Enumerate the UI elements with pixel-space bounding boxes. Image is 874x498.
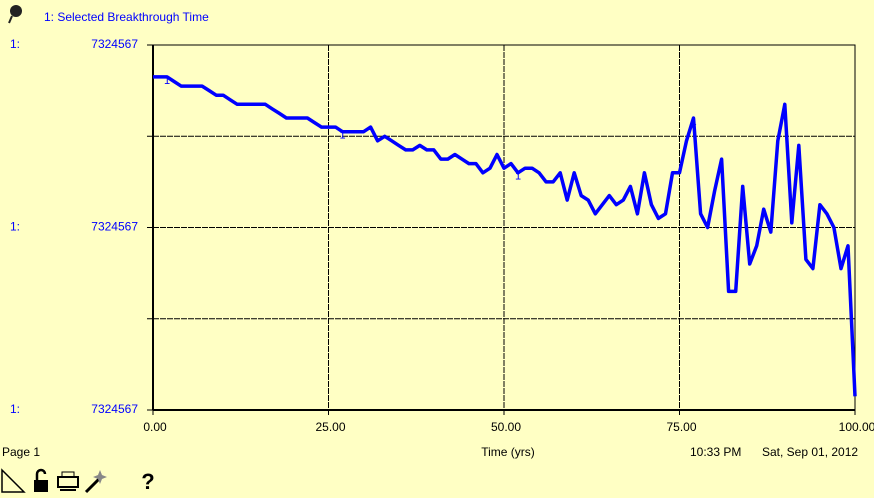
x-tick-label: 25.00 xyxy=(315,420,345,434)
time-stamp: 10:33 PM xyxy=(690,445,741,459)
y-axis-marker: 1: xyxy=(10,402,20,416)
date-stamp: Sat, Sep 01, 2012 xyxy=(762,445,858,459)
series-title: 1: Selected Breakthrough Time xyxy=(44,10,209,24)
lock-tool[interactable] xyxy=(34,468,48,492)
graph-icon[interactable] xyxy=(8,5,22,24)
y-axis-marker: 1: xyxy=(10,220,20,234)
y-axis-marker: 1: xyxy=(10,37,20,51)
page-label[interactable]: Page 1 xyxy=(2,445,40,459)
toolbar: ? xyxy=(1,468,155,494)
series-marker: 1 xyxy=(515,171,521,183)
x-tick-label: 100.00 xyxy=(839,420,874,434)
y-tick-label: 7324567 xyxy=(91,37,138,51)
x-tick-label: 0.00 xyxy=(143,420,167,434)
print-tool[interactable] xyxy=(57,471,79,491)
x-tick-label: 50.00 xyxy=(491,420,521,434)
wand-tool[interactable] xyxy=(84,470,107,494)
series-line xyxy=(153,75,857,397)
series-marker: 1 xyxy=(340,130,346,142)
series-marker: 1 xyxy=(691,116,697,128)
y-tick-label: 7324567 xyxy=(91,220,138,234)
pointer-tool[interactable] xyxy=(1,468,26,493)
y-tick-label: 7324567 xyxy=(91,402,138,416)
x-axis-label: Time (yrs) xyxy=(481,445,535,459)
series-marker: 1 xyxy=(164,75,170,87)
x-tick-label: 75.00 xyxy=(666,420,696,434)
help-tool[interactable]: ? xyxy=(141,469,154,494)
